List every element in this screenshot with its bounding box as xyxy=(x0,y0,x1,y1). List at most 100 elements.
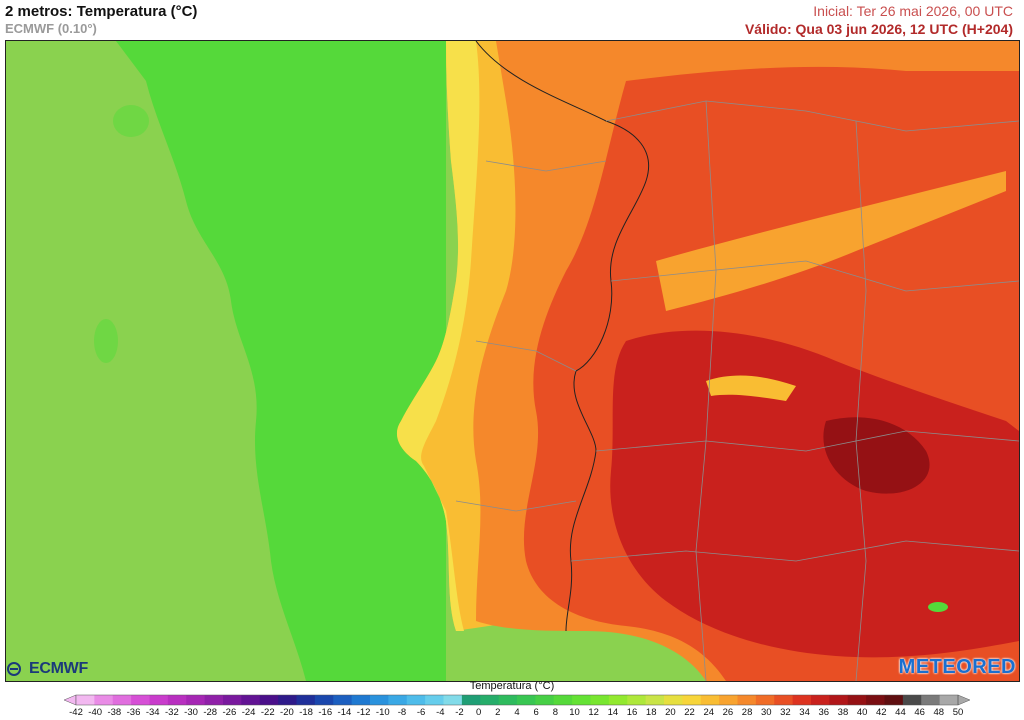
legend-swatch xyxy=(112,695,132,705)
legend-swatch xyxy=(553,695,573,705)
legend-arrow-right xyxy=(957,694,971,706)
legend-swatch xyxy=(700,695,720,705)
run-initial-time: Inicial: Ter 26 mai 2026, 00 UTC xyxy=(813,3,1013,19)
legend-swatch xyxy=(737,695,757,705)
legend-tick-label: 2 xyxy=(495,707,501,718)
legend-swatch xyxy=(278,695,297,705)
legend-swatch xyxy=(94,695,114,705)
legend-swatch xyxy=(204,695,224,705)
legend-swatch xyxy=(259,695,279,705)
legend-tick-label: 40 xyxy=(856,707,868,718)
legend-tick-label: -2 xyxy=(455,707,464,718)
legend-swatch xyxy=(535,695,555,705)
legend-tick-label: 44 xyxy=(895,707,906,718)
legend-swatch xyxy=(829,695,849,705)
legend-tick-label: -6 xyxy=(416,707,426,718)
legend-swatch xyxy=(939,695,959,705)
legend-swatch xyxy=(627,695,647,705)
legend-tick-label: -4 xyxy=(436,707,445,718)
core-hot-zone xyxy=(610,330,1019,658)
legend-swatch xyxy=(406,695,426,705)
legend-swatch xyxy=(425,695,444,705)
legend-swatch xyxy=(461,695,481,705)
legend-tick-label: 8 xyxy=(552,707,558,718)
legend-tick-label: -24 xyxy=(241,707,256,718)
legend-tick-label: -34 xyxy=(145,707,160,718)
legend-tick-label: -36 xyxy=(126,707,141,718)
legend-swatch xyxy=(241,695,261,705)
legend-swatch xyxy=(792,695,812,705)
legend-tick-label: 16 xyxy=(626,707,638,718)
cool-mountain-patch xyxy=(928,602,948,612)
legend-swatch xyxy=(443,695,463,705)
model-label: ECMWF (0.10°) xyxy=(5,21,97,36)
coastal-band xyxy=(396,41,480,631)
map-canvas xyxy=(6,41,1019,681)
legend-swatch xyxy=(333,695,353,705)
ecmwf-logo-text: ECMWF xyxy=(29,660,88,677)
legend-tick-label: -14 xyxy=(337,707,352,718)
legend-swatch xyxy=(774,695,794,705)
temperature-map[interactable] xyxy=(5,40,1020,682)
legend-tick-label: -22 xyxy=(260,707,275,718)
legend-tick-label: -8 xyxy=(397,707,407,718)
legend-tick-label: 46 xyxy=(914,707,925,718)
country-border xyxy=(475,41,650,632)
legend-tick-label: 28 xyxy=(741,707,753,718)
legend-swatch xyxy=(388,695,408,705)
map-header: 2 metros: Temperatura (°C) ECMWF (0.10°)… xyxy=(0,0,1024,40)
legend-swatch xyxy=(682,695,702,705)
legend-tick-label: -40 xyxy=(88,707,103,718)
legend-swatch xyxy=(921,695,941,705)
legend-swatch xyxy=(149,695,169,705)
meteored-logo: METEORED xyxy=(898,656,1016,678)
legend-tick-label: -10 xyxy=(375,707,390,718)
legend-swatch xyxy=(223,695,242,705)
legend-tick-label: 18 xyxy=(645,707,657,718)
legend-swatch xyxy=(517,695,536,705)
legend-tick-label: 32 xyxy=(780,707,791,718)
legend-swatch xyxy=(480,695,500,705)
legend-color-bar xyxy=(63,694,971,706)
legend-tick-label: 10 xyxy=(569,707,580,718)
hottest-spot xyxy=(823,417,930,494)
legend-swatch xyxy=(370,695,389,705)
legend-swatch xyxy=(608,695,628,705)
legend-swatch xyxy=(351,695,371,705)
legend-swatch xyxy=(664,695,683,705)
mountain-ridge xyxy=(656,171,1006,311)
legend-tick-label: -26 xyxy=(222,707,237,718)
legend-title: Temperatura (°C) xyxy=(469,680,555,692)
legend-tick-label: 30 xyxy=(760,707,772,718)
legend-swatch xyxy=(572,695,591,705)
legend-swatch xyxy=(314,695,334,705)
legend-tick-label: 4 xyxy=(514,707,520,718)
legend-tick-label: 20 xyxy=(665,707,676,718)
legend-tick-label: 48 xyxy=(933,707,945,718)
legend-swatch xyxy=(755,695,775,705)
legend-swatch xyxy=(719,695,738,705)
ocean-patch xyxy=(113,105,149,137)
legend-tick-label: 12 xyxy=(588,707,599,718)
legend-swatch xyxy=(590,695,610,705)
legend-swatch xyxy=(645,695,665,705)
legend-swatch xyxy=(811,695,830,705)
legend-swatch xyxy=(498,695,518,705)
legend-swatch xyxy=(847,695,867,705)
legend-tick-label: 14 xyxy=(607,707,619,718)
mountain-ridge xyxy=(706,375,796,401)
ocean-patch xyxy=(94,319,118,363)
legend-tick-label: -20 xyxy=(280,707,294,718)
valid-time: Válido: Qua 03 jun 2026, 12 UTC (H+204) xyxy=(744,21,1013,37)
legend-tick-label: 50 xyxy=(952,707,964,718)
legend-tick-label: 34 xyxy=(799,707,810,718)
legend-tick-label: -38 xyxy=(107,707,122,718)
legend-tick-label: -12 xyxy=(356,707,371,718)
legend-tick-label: 24 xyxy=(703,707,715,718)
legend-tick-label: -18 xyxy=(299,707,313,718)
ecmwf-logo-icon xyxy=(7,662,21,676)
legend-swatch xyxy=(866,695,885,705)
legend-tick-label: 0 xyxy=(475,707,482,718)
color-legend: Temperatura (°C) -42 -40 -38 -36 -34 -32 -30 -2… xyxy=(0,680,1024,720)
legend-arrow-left xyxy=(63,694,77,706)
